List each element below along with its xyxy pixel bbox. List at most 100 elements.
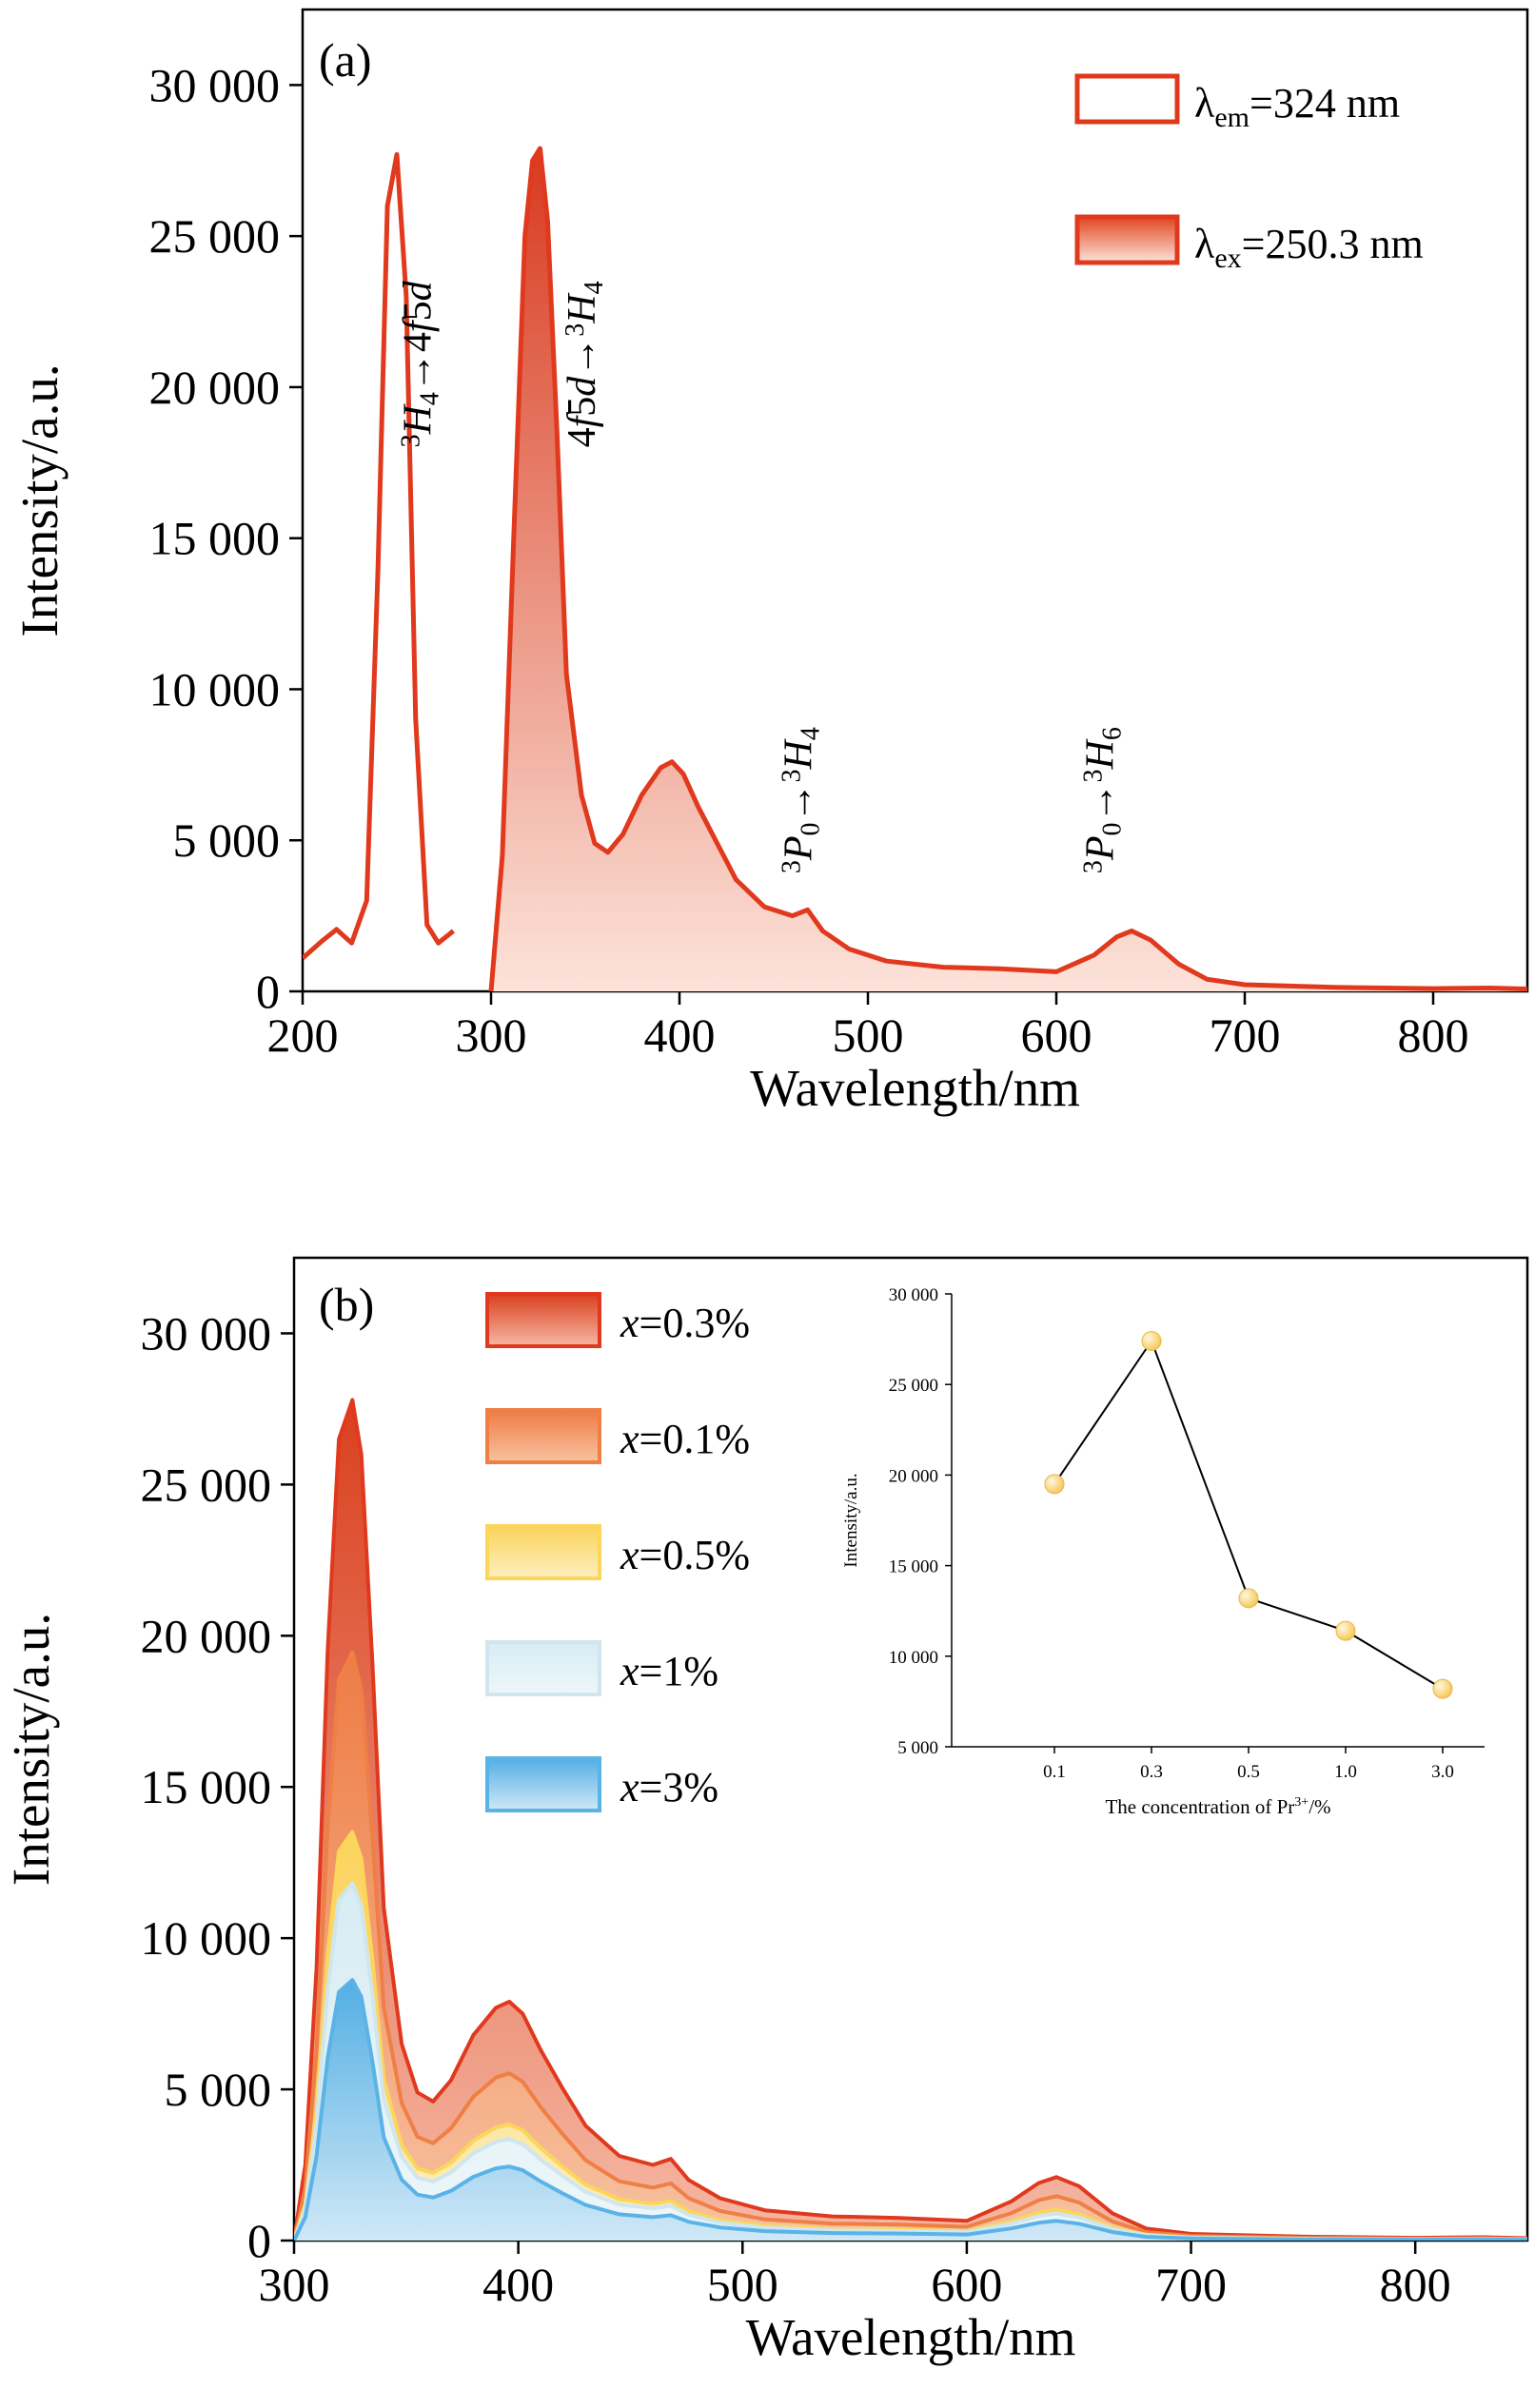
panel-b-x-tick-label: 800 [1380, 2258, 1451, 2311]
legend-value: =0.1% [640, 1416, 750, 1462]
panel-a-series-line [488, 146, 1527, 991]
panel-b-y-tick-label: 25 000 [141, 1458, 272, 1511]
panel-a-annotation: 3H4→4f5d [397, 280, 445, 447]
panel-b-y-tick-label: 30 000 [141, 1306, 272, 1360]
panel-b-series-line [294, 1650, 1527, 2241]
panel-b-legend-swatch [485, 1640, 601, 1696]
panel-a-legend-swatch [1074, 214, 1180, 265]
panel-b-legend-label: x=0.3% [620, 1300, 750, 1346]
legend-value: =0.3% [640, 1300, 750, 1346]
panel-b-series-line [294, 1881, 1527, 2241]
panel-a-y-tick-label: 20 000 [149, 361, 281, 414]
legend-symbol: λ [1194, 221, 1215, 267]
panel-b-y-tick-label: 15 000 [141, 1760, 272, 1813]
panel-a-label: (a) [319, 33, 372, 87]
panel-a-plot-frame [301, 8, 1529, 993]
panel-a-x-tick-label: 800 [1398, 1008, 1469, 1062]
inset-xlabel-text: The concentration of Pr [1105, 1795, 1294, 1818]
panel-b-series-area [294, 1980, 1527, 2241]
legend-value: =1% [640, 1648, 718, 1694]
panel-a-y-tick-label: 25 000 [149, 209, 281, 263]
panel-a-y-tick-label: 10 000 [149, 662, 281, 715]
legend-subscript: em [1214, 102, 1250, 133]
panel-a-x-tick-label: 600 [1021, 1008, 1092, 1062]
panel-a-y-axis-title: Intensity/a.u. [10, 363, 69, 636]
panel-b-series-line [294, 1978, 1527, 2241]
panel-a-x-tick-label: 300 [456, 1008, 527, 1062]
panel-b-legend-label: x=0.1% [620, 1416, 750, 1462]
panel-b-series-line [294, 1830, 1527, 2241]
panel-b-x-tick-label: 300 [259, 2258, 330, 2311]
panel-b-legend-swatch [485, 1408, 601, 1464]
inset-data-point [1238, 1588, 1259, 1609]
inset-x-tick-label: 0.3 [1140, 1762, 1163, 1782]
inset-y-tick-label: 5 000 [897, 1738, 938, 1758]
panel-b-legend: x=0.3%x=0.1%x=0.5%x=1%x=3% [485, 1292, 750, 1812]
panel-b-x-tick-label: 500 [707, 2258, 778, 2311]
inset-y-tick-label: 25 000 [889, 1376, 938, 1396]
inset-data-point [1335, 1620, 1356, 1641]
panel-b-x-tick-label: 400 [482, 2258, 554, 2311]
legend-subscript: ex [1214, 243, 1241, 274]
panel-b-label: (b) [319, 1278, 374, 1331]
legend-variable: x [620, 1648, 640, 1694]
inset-y-tick-label: 20 000 [889, 1466, 938, 1486]
legend-variable: x [620, 1300, 640, 1346]
panel-b-y-tick-label: 0 [247, 2214, 271, 2267]
inset-x-tick-label: 1.0 [1334, 1762, 1357, 1782]
inset-x-tick-label: 0.5 [1237, 1762, 1260, 1782]
panel-a-annotation: 4f5d→3H4 [561, 281, 609, 447]
legend-symbol: λ [1194, 80, 1215, 127]
panel-a-x-tick-label: 200 [267, 1008, 339, 1062]
panel-a-excitation-emission-spectra: 200 300 400 500 600 700 800 0 5 000 10 000 15 000 2… [10, 8, 1529, 1117]
panel-a-y-tick-label: 5 000 [173, 813, 281, 867]
panel-b-x-axis-title: Wavelength/nm [746, 2308, 1076, 2366]
panel-b-y-tick-label: 20 000 [141, 1609, 272, 1662]
panel-a-y-tick-label: 0 [256, 965, 280, 1018]
panel-b-y-axis-title: Intensity/a.u. [2, 1613, 60, 1886]
panel-a-annotation: 3P0→3H4 [777, 727, 826, 873]
panel-a-legend-label: λem=324 nm [1194, 80, 1400, 133]
panel-b-legend-label: x=1% [620, 1648, 718, 1694]
legend-value: =3% [640, 1764, 718, 1811]
panel-b-y-tick-label: 10 000 [141, 1911, 272, 1965]
inset-data-point [1432, 1678, 1453, 1699]
inset-xlabel-tail: /% [1309, 1795, 1330, 1818]
panel-a-legend-label: λex=250.3 nm [1194, 221, 1424, 274]
inset-x-tick-label: 3.0 [1431, 1762, 1454, 1782]
inset-data-point [1141, 1331, 1162, 1352]
inset-x-tick-label: 0.1 [1043, 1762, 1066, 1782]
inset-line [1053, 1339, 1444, 1690]
panel-a-x-tick-label: 400 [644, 1008, 716, 1062]
inset-y-tick-label: 10 000 [889, 1648, 938, 1668]
panel-a-series-line [303, 151, 455, 960]
legend-value: =324 nm [1250, 80, 1400, 127]
panel-b-y-tick-label: 5 000 [165, 2063, 272, 2116]
panel-b-legend-swatch [485, 1756, 601, 1812]
panel-a-series-area [491, 148, 1527, 991]
inset-y-tick-label: 30 000 [889, 1285, 938, 1305]
inset-data-point [1044, 1474, 1065, 1495]
inset-y-tick-label: 15 000 [889, 1557, 938, 1577]
panel-b-inset: 5 000 10 000 15 000 20 000 25 000 30 000 0.1 0.… [841, 1285, 1485, 1818]
legend-variable: x [620, 1416, 640, 1462]
legend-value: =0.5% [640, 1532, 750, 1578]
legend-variable: x [620, 1532, 640, 1578]
panel-b-series-line [294, 1398, 1527, 2241]
panel-a-y-tick-label: 30 000 [149, 58, 281, 111]
panel-b-x-tick-label: 700 [1155, 2258, 1227, 2311]
panel-b-legend-label: x=3% [620, 1764, 718, 1811]
inset-x-axis-title: The concentration of Pr3+/% [1105, 1795, 1330, 1818]
legend-variable: x [620, 1764, 640, 1811]
panel-a-x-axis-title: Wavelength/nm [750, 1059, 1080, 1117]
inset-xlabel-sup: 3+ [1294, 1795, 1309, 1810]
panel-b-legend-swatch [485, 1524, 601, 1580]
legend-value: =250.3 nm [1242, 221, 1424, 267]
panel-b-legend-label: x=0.5% [620, 1532, 750, 1578]
panel-a-x-tick-label: 500 [833, 1008, 904, 1062]
panel-a-x-tick-label: 700 [1210, 1008, 1281, 1062]
panel-b-legend-swatch [485, 1292, 601, 1348]
panel-b-concentration-emission-spectra: 300 400 500 600 700 800 0 5 000 10 000 15 000 20 0… [2, 1256, 1529, 2366]
